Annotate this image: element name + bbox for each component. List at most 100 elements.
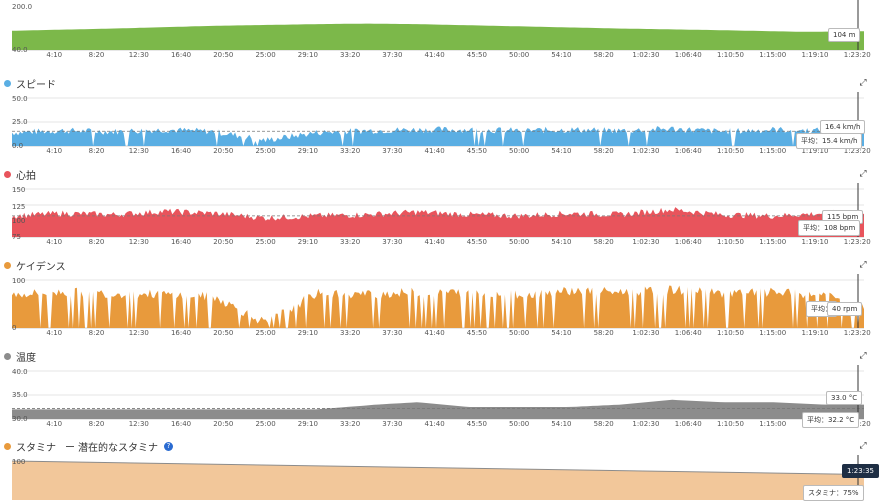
time-tick-label: 1:10:50	[717, 238, 744, 246]
cadence-chart[interactable]: 100 0 4:10 8:20 12:30 16:40 20:50 25:00 29:10 3…	[0, 274, 890, 338]
stamina-time-tooltip: 1:23:35	[842, 464, 879, 478]
cadence-header: ケイデンス ⤢	[0, 256, 890, 274]
time-tick-label: 1:23:20	[844, 238, 871, 246]
time-tick-label: 50:00	[509, 51, 529, 58]
time-tick-label: 33:20	[340, 51, 360, 58]
time-tick-label: 1:02:30	[632, 329, 659, 337]
stamina-chart[interactable]: 100	[0, 455, 890, 500]
time-tick-label: 1:06:40	[675, 238, 702, 246]
potential-stamina-legend-line	[66, 445, 74, 447]
time-tick-label: 41:40	[425, 147, 445, 155]
cadence-y-100: 100	[12, 277, 25, 285]
time-tick-label: 45:50	[467, 147, 487, 155]
time-tick-label: 33:20	[340, 420, 360, 428]
time-tick-label: 25:00	[255, 420, 275, 428]
heart-rate-average-label: 平均：108 bpm	[798, 220, 861, 236]
cadence-series-area	[12, 285, 864, 328]
elevation-chart[interactable]: 200.0 40.0 4:10 8:20 12:30 16:40 20:50 25:00 2…	[0, 0, 890, 58]
time-tick-label: 33:20	[340, 329, 360, 337]
elevation-tooltip: 104 m	[828, 28, 861, 42]
temperature-y-35: 35.0	[12, 391, 28, 399]
time-tick-label: 58:20	[594, 51, 614, 58]
heart-rate-y-75: 75	[12, 233, 21, 241]
speed-average-label: 平均：15.4 km/h	[796, 133, 863, 149]
speed-header: スピード ⤢	[0, 74, 890, 92]
temperature-tooltip: 33.0 °C	[826, 391, 863, 405]
time-tick-label: 1:02:30	[632, 420, 659, 428]
time-tick-label: 37:30	[382, 238, 402, 246]
elevation-y-max: 200.0	[12, 3, 32, 11]
expand-icon[interactable]: ⤢	[859, 260, 867, 270]
time-tick-label: 1:15:00	[759, 420, 786, 428]
time-tick-label: 1:02:30	[632, 238, 659, 246]
speed-y-bottom: 0.0	[12, 142, 23, 150]
elevation-y-min: 40.0	[12, 46, 28, 54]
time-tick-label: 1:06:40	[675, 147, 702, 155]
time-tick-label: 1:06:40	[675, 329, 702, 337]
stamina-title: スタミナ	[16, 442, 56, 454]
time-tick-label: 1:02:30	[632, 147, 659, 155]
time-tick-label: 25:00	[255, 51, 275, 58]
time-tick-label: 1:19:10	[801, 329, 828, 337]
expand-icon[interactable]: ⤢	[859, 78, 867, 88]
time-tick-label: 12:30	[129, 51, 149, 58]
help-icon[interactable]: ?	[164, 441, 173, 451]
temperature-chart[interactable]: 40.0 35.0 30.0 4:10 8:20 12:30 16:40 20:50 25…	[0, 365, 890, 429]
expand-icon[interactable]: ⤢	[859, 351, 867, 361]
stamina-dot-icon	[4, 442, 11, 450]
time-tick-label: 1:19:10	[801, 147, 828, 155]
time-tick-label: 1:23:20	[844, 329, 871, 337]
time-tick-label: 1:06:40	[675, 51, 702, 58]
time-tick-label: 4:10	[46, 329, 62, 337]
heart-rate-header: 心拍 ⤢	[0, 165, 890, 183]
time-tick-label: 29:10	[298, 238, 318, 246]
temperature-y-30: 30.0	[12, 415, 28, 423]
stamina-header: スタミナ 潜在的なスタミナ ? ⤢	[0, 437, 890, 455]
time-tick-label: 45:50	[467, 329, 487, 337]
time-tick-label: 4:10	[46, 238, 62, 246]
time-tick-label: 1:10:50	[717, 329, 744, 337]
time-tick-label: 1:19:10	[801, 238, 828, 246]
time-tick-label: 20:50	[213, 238, 233, 246]
time-tick-label: 12:30	[129, 420, 149, 428]
heart-rate-chart[interactable]: 150 125 100 75 4:10 8:20 12:30 16:40 20:50 25…	[0, 183, 890, 247]
expand-icon[interactable]: ⤢	[859, 169, 867, 179]
time-tick-label: 54:10	[551, 147, 571, 155]
time-tick-label: 33:20	[340, 147, 360, 155]
time-tick-label: 45:50	[467, 51, 487, 58]
time-tick-label: 37:30	[382, 51, 402, 58]
time-tick-label: 1:10:50	[717, 147, 744, 155]
time-tick-label: 1:19:10	[801, 51, 828, 58]
time-tick-label: 29:10	[298, 329, 318, 337]
speed-title: スピード	[16, 79, 56, 91]
time-tick-label: 58:20	[594, 147, 614, 155]
speed-tooltip: 16.4 km/h	[820, 120, 866, 134]
time-tick-label: 4:10	[46, 51, 62, 58]
speed-y-mid: 25.0	[12, 118, 28, 126]
time-tick-label: 58:20	[594, 329, 614, 337]
heart_rate-series-area	[12, 207, 864, 237]
temperature-title: 温度	[16, 352, 36, 364]
time-tick-label: 16:40	[171, 238, 191, 246]
time-tick-label: 8:20	[89, 147, 105, 155]
time-tick-label: 37:30	[382, 420, 402, 428]
time-tick-label: 54:10	[551, 51, 571, 58]
time-tick-label: 54:10	[551, 420, 571, 428]
temperature-header: 温度 ⤢	[0, 347, 890, 365]
time-tick-label: 20:50	[213, 420, 233, 428]
speed-chart[interactable]: 50.0 25.0 0.0 4:10 8:20 12:30 16:40 20:50 25:…	[0, 92, 890, 156]
expand-icon[interactable]: ⤢	[859, 441, 867, 451]
cadence-panel: ケイデンス ⤢ 100 0 4:10 8:20 12:30 16:40 20:50 25:…	[0, 256, 890, 338]
heart-rate-panel: 心拍 ⤢ 150 125 100 75 4:10 8:20 12:30 16:40 20…	[0, 165, 890, 247]
time-tick-label: 12:30	[129, 329, 149, 337]
temperature-dot-icon	[4, 352, 11, 360]
cadence-title: ケイデンス	[16, 261, 66, 273]
time-tick-label: 16:40	[171, 147, 191, 155]
elevation-panel: 200.0 40.0 4:10 8:20 12:30 16:40 20:50 25:00 2…	[0, 0, 890, 58]
speed-dot-icon	[4, 79, 11, 87]
time-tick-label: 41:40	[425, 420, 445, 428]
time-tick-label: 41:40	[425, 329, 445, 337]
time-tick-label: 4:10	[46, 420, 62, 428]
temperature-series-area	[12, 399, 864, 419]
time-tick-label: 50:00	[509, 420, 529, 428]
